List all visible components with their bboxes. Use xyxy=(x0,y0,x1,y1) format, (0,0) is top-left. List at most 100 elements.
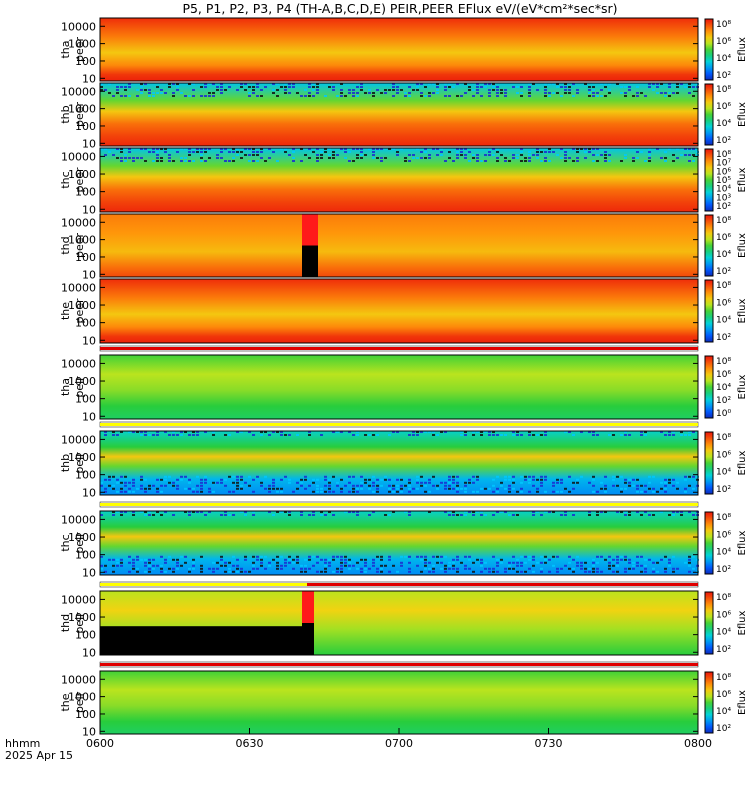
colorbar xyxy=(704,83,714,146)
y-tick-label: 1000 xyxy=(68,299,96,312)
y-axis-label-probe: tha xyxy=(59,378,72,396)
panel-frame xyxy=(99,590,699,656)
colorbar-tick-label: 10² xyxy=(716,202,731,212)
y-axis-label-species: peir xyxy=(73,532,86,554)
data-gap-saturated xyxy=(302,591,314,623)
colorbar-tick-label: 10⁴ xyxy=(716,119,731,129)
y-tick-label: 100 xyxy=(75,251,96,264)
y-tick-label: 10000 xyxy=(61,150,96,163)
x-axis-label: hhmm xyxy=(5,737,40,750)
y-tick-label: 1000 xyxy=(68,38,96,51)
y-tick-label: 100 xyxy=(75,120,96,133)
y-tick-label: 10 xyxy=(82,334,96,347)
data-gap-missing xyxy=(100,626,302,655)
panel-the-peer: 10000 1000 100 10 the peer 10⁸ 10⁶ 10⁴ 10² Eflux xyxy=(59,278,748,347)
colorbar-tick-label: 10⁷ xyxy=(716,159,731,169)
colorbar xyxy=(704,591,714,655)
colorbar xyxy=(704,18,714,81)
colorbar-tick-label: 10² xyxy=(716,396,731,406)
status-bar xyxy=(99,581,699,588)
colorbar-label: Eflux xyxy=(737,374,748,399)
y-tick-label: 1000 xyxy=(68,611,96,624)
y-axis-label-species: peir xyxy=(73,612,86,634)
y-tick-label: 10000 xyxy=(61,513,96,526)
y-axis-label-probe: thc xyxy=(59,171,72,188)
status-bar xyxy=(99,421,699,428)
y-axis-label-species: peer xyxy=(73,298,86,324)
colorbar-label: Eflux xyxy=(737,450,748,475)
colorbar-tick-label: 10² xyxy=(716,333,731,343)
colorbar-tick-label: 10⁶ xyxy=(716,37,731,47)
colorbar-tick-label: 10⁸ xyxy=(716,150,731,160)
x-tick-label: 0730 xyxy=(535,737,563,750)
colorbar-tick-label: 10⁴ xyxy=(716,316,731,326)
colorbar xyxy=(704,148,714,212)
y-tick-label: 1000 xyxy=(68,451,96,464)
x-tick-label: 0630 xyxy=(236,737,264,750)
panel-frame xyxy=(99,510,699,576)
y-axis-label-species: peer xyxy=(73,37,86,63)
panel-tha-peir: 10000 1000 100 10 tha peir 10⁸ 10⁶ 10⁴ 10² 10⁰ Eflu… xyxy=(59,354,748,423)
colorbar-tick-label: 10² xyxy=(716,71,731,81)
colorbar-tick-label: 10⁸ xyxy=(716,433,731,443)
colorbar-tick-label: 10² xyxy=(716,565,731,575)
colorbar-tick-label: 10² xyxy=(716,724,731,734)
panel-thd-peer: 10000 1000 100 10 thd peer 10⁸ 10⁶ 10⁴ 10² Eflux xyxy=(59,213,748,281)
x-tick-label: 0700 xyxy=(385,737,413,750)
colorbar-tick-label: 10³ xyxy=(716,193,731,203)
y-tick-label: 10 xyxy=(82,268,96,281)
panel-the-peir: 10000 1000 100 10 the peir 10⁸ 10⁶ 10⁴ 10² Eflux xyxy=(59,670,748,738)
y-tick-label: 10 xyxy=(82,486,96,499)
figure-title: P5, P1, P2, P3, P4 (TH-A,B,C,D,E) PEIR,P… xyxy=(182,1,617,16)
colorbar-tick-label: 10² xyxy=(716,136,731,146)
y-axis-label-probe: the xyxy=(59,302,72,320)
colorbar-label: Eflux xyxy=(737,530,748,555)
y-tick-label: 10000 xyxy=(61,593,96,606)
colorbar xyxy=(704,671,714,734)
y-tick-label: 10000 xyxy=(61,357,96,370)
colorbar-tick-label: 10⁶ xyxy=(716,298,731,308)
y-tick-label: 10000 xyxy=(61,281,96,294)
colorbar-tick-label: 10⁶ xyxy=(716,690,731,700)
y-tick-label: 100 xyxy=(75,549,96,562)
colorbar-label: Eflux xyxy=(737,690,748,715)
panel-thb-peir: 10000 1000 100 10 thb peir 10⁸ 10⁶ 10⁴ 10² Eflux xyxy=(59,430,748,499)
y-tick-label: 100 xyxy=(75,186,96,199)
y-tick-label: 10 xyxy=(82,410,96,423)
panel-frame xyxy=(99,354,699,420)
y-tick-label: 10000 xyxy=(61,216,96,229)
y-tick-label: 100 xyxy=(75,469,96,482)
y-tick-label: 100 xyxy=(75,55,96,68)
y-tick-label: 1000 xyxy=(68,103,96,116)
y-axis-label-species: peir xyxy=(73,376,86,398)
y-axis-label-species: peer xyxy=(73,167,86,193)
colorbar-tick-label: 10² xyxy=(716,645,731,655)
colorbar-tick-label: 10⁴ xyxy=(716,707,731,717)
y-tick-label: 100 xyxy=(75,629,96,642)
y-tick-label: 1000 xyxy=(68,375,96,388)
y-tick-label: 1000 xyxy=(68,234,96,247)
spectrogram-tha-peir xyxy=(100,355,698,419)
colorbar-tick-label: 10⁶ xyxy=(716,610,731,620)
spectrogram-the-peer xyxy=(100,279,698,343)
x-tick-label: 0600 xyxy=(86,737,114,750)
status-bar xyxy=(99,501,699,508)
colorbar-tick-label: 10⁸ xyxy=(716,593,731,603)
y-tick-label: 10000 xyxy=(61,20,96,33)
x-axis: 0600 0630 0700 0730 0800 xyxy=(86,728,712,750)
data-gap-saturated xyxy=(302,214,318,246)
colorbar-label: Eflux xyxy=(737,610,748,635)
colorbar-tick-label: 10⁴ xyxy=(716,628,731,638)
colorbar-tick-label: 10⁰ xyxy=(716,409,731,419)
panel-frame xyxy=(99,430,699,496)
y-tick-label: 100 xyxy=(75,708,96,721)
y-tick-label: 100 xyxy=(75,317,96,330)
colorbar-label: Eflux xyxy=(737,37,748,62)
spectrogram-thd-peer xyxy=(100,214,698,277)
date-label: 2025 Apr 15 xyxy=(5,749,73,762)
colorbar-tick-label: 10⁴ xyxy=(716,54,731,64)
colorbar-label: Eflux xyxy=(737,102,748,127)
y-tick-label: 1000 xyxy=(68,531,96,544)
spectrogram-thb-peir xyxy=(100,431,698,495)
panel-thd-peir: 10000 1000 100 10 thd peir 10⁸ 10⁶ 10⁴ 10² Eflux xyxy=(59,590,748,659)
